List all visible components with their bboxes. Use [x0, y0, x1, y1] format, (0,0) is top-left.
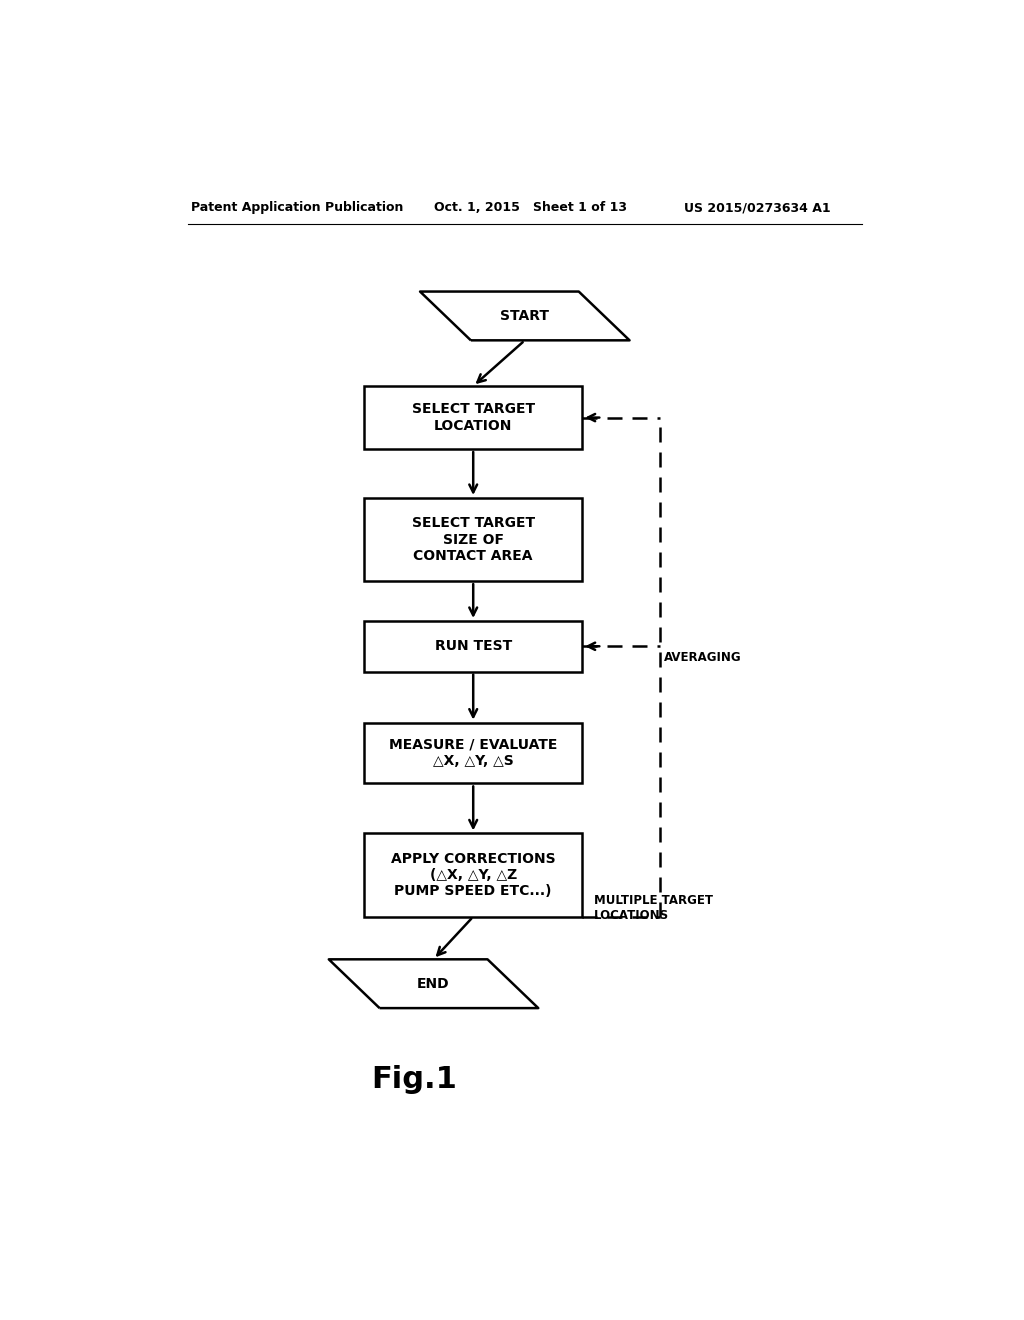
Text: SELECT TARGET
SIZE OF
CONTACT AREA: SELECT TARGET SIZE OF CONTACT AREA: [412, 516, 535, 562]
Text: START: START: [501, 309, 549, 323]
Text: MEASURE / EVALUATE
△X, △Y, △S: MEASURE / EVALUATE △X, △Y, △S: [389, 738, 557, 768]
Text: SELECT TARGET
LOCATION: SELECT TARGET LOCATION: [412, 403, 535, 433]
Bar: [365, 620, 583, 672]
Text: AVERAGING: AVERAGING: [664, 651, 741, 664]
Text: Patent Application Publication: Patent Application Publication: [191, 201, 403, 214]
Text: Fig.1: Fig.1: [371, 1065, 457, 1094]
Text: END: END: [417, 977, 450, 991]
Bar: [365, 722, 583, 784]
Text: MULTIPLE TARGET
LOCATIONS: MULTIPLE TARGET LOCATIONS: [594, 894, 714, 923]
Bar: [365, 498, 583, 581]
Text: RUN TEST: RUN TEST: [434, 639, 512, 653]
Text: Oct. 1, 2015   Sheet 1 of 13: Oct. 1, 2015 Sheet 1 of 13: [433, 201, 627, 214]
Text: US 2015/0273634 A1: US 2015/0273634 A1: [684, 201, 830, 214]
Bar: [365, 385, 583, 449]
Bar: [365, 833, 583, 916]
Text: APPLY CORRECTIONS
(△X, △Y, △Z
PUMP SPEED ETC...): APPLY CORRECTIONS (△X, △Y, △Z PUMP SPEED…: [391, 851, 556, 898]
